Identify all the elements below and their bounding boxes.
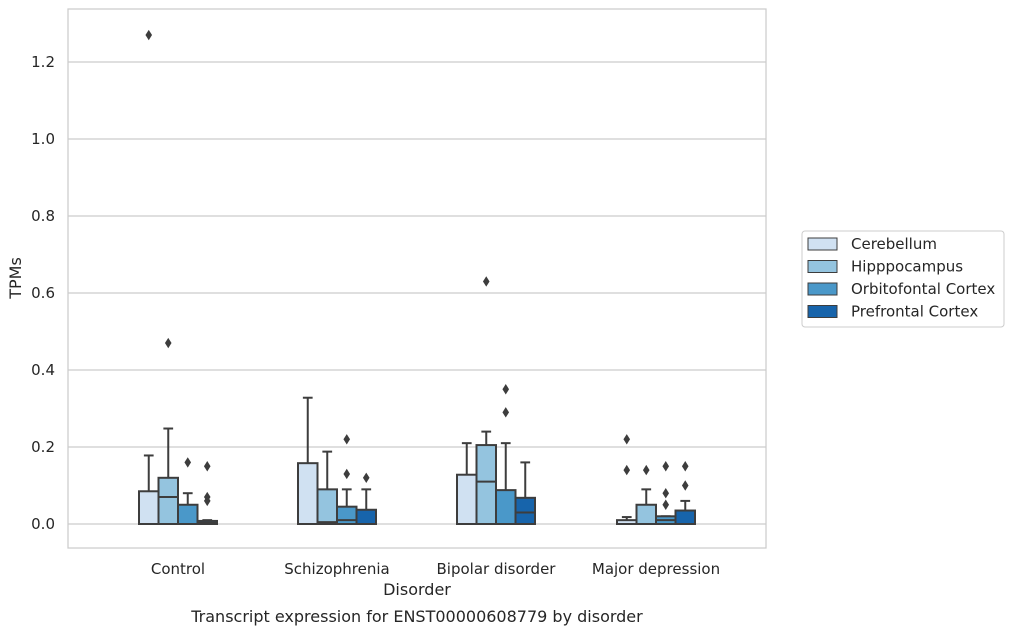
box [138,29,160,525]
legend-swatch [807,282,838,296]
legend-label: Hipppocampus [851,258,963,276]
box [316,450,338,526]
series-cerebellum [138,29,638,526]
y-axis-label: TPMs [6,257,25,300]
series-hipppocampus [157,276,657,526]
box [336,434,358,525]
box-body [635,503,657,525]
box [196,461,218,525]
box-body [514,496,536,526]
legend-frame [801,230,1005,328]
outlier-point [662,488,670,499]
box [655,461,677,525]
box [456,442,478,525]
box-body [456,473,478,525]
box-body [316,488,338,526]
box-body [177,503,199,525]
x-axis-label: Disorder [383,580,451,599]
outlier-point [184,457,192,468]
outlier-point [203,495,211,507]
legend-swatch [807,260,838,273]
box-body [495,489,517,525]
outlier-point [343,468,351,480]
box [475,276,497,526]
y-tick-label: 0.6 [31,284,55,302]
legend-swatch [807,305,838,318]
legend-label: Cerebellum [851,235,937,253]
outlier-point [502,384,510,395]
outlier-point [662,461,670,472]
box-body [475,444,497,526]
box [157,337,179,525]
chart-caption: Transcript expression for ENST0000060877… [190,607,643,626]
outlier-point [681,480,689,491]
outlier-point [681,461,689,472]
series-orbitofontal-cortex [177,384,677,525]
x-tick-label: Bipolar disorder [437,560,557,578]
box [495,384,517,525]
x-tick-label: Major depression [592,560,720,578]
y-axis-ticks: 0.0 0.2 0.4 0.6 0.8 1.0 1.2 [31,53,55,533]
legend: Cerebellum Hipppocampus Orbitofontal Corte… [801,230,1005,328]
legend-label: Orbitofontal Cortex [851,280,995,298]
outlier-point [362,472,370,483]
outlier-point [203,461,211,472]
outlier-point [623,434,631,445]
y-tick-label: 1.0 [31,130,55,148]
box-body [297,462,319,526]
box-body [355,508,377,526]
box [674,461,696,525]
box [177,457,199,525]
y-tick-label: 1.2 [31,53,55,71]
box-body [674,509,696,525]
outlier-point [343,434,351,445]
outlier-point [145,29,153,41]
plot-area-frame [67,8,767,549]
box-body [157,476,179,525]
series-prefrontal-cortex [196,461,696,526]
box-body [336,505,358,525]
outlier-point [623,464,631,476]
legend-swatch [807,237,838,251]
x-tick-label: Schizophrenia [284,560,389,578]
y-tick-label: 0.4 [31,361,55,379]
outlier-point [164,337,172,349]
box [297,396,319,526]
outlier-point [662,499,670,510]
box [635,464,657,525]
y-tick-label: 0.2 [31,438,55,456]
outlier-point [482,276,490,287]
y-tick-label: 0.0 [31,515,55,533]
box-series [138,29,696,526]
x-tick-label: Control [151,560,205,578]
gridlines [68,61,766,525]
box [355,472,377,526]
outlier-point [502,407,510,418]
legend-label: Prefrontal Cortex [851,303,978,321]
x-axis-ticks: Control Schizophrenia Bipolar disorder Majo… [151,560,720,578]
outlier-point [642,464,650,476]
box [514,461,536,526]
y-tick-label: 0.8 [31,207,55,225]
box-body [138,490,160,525]
